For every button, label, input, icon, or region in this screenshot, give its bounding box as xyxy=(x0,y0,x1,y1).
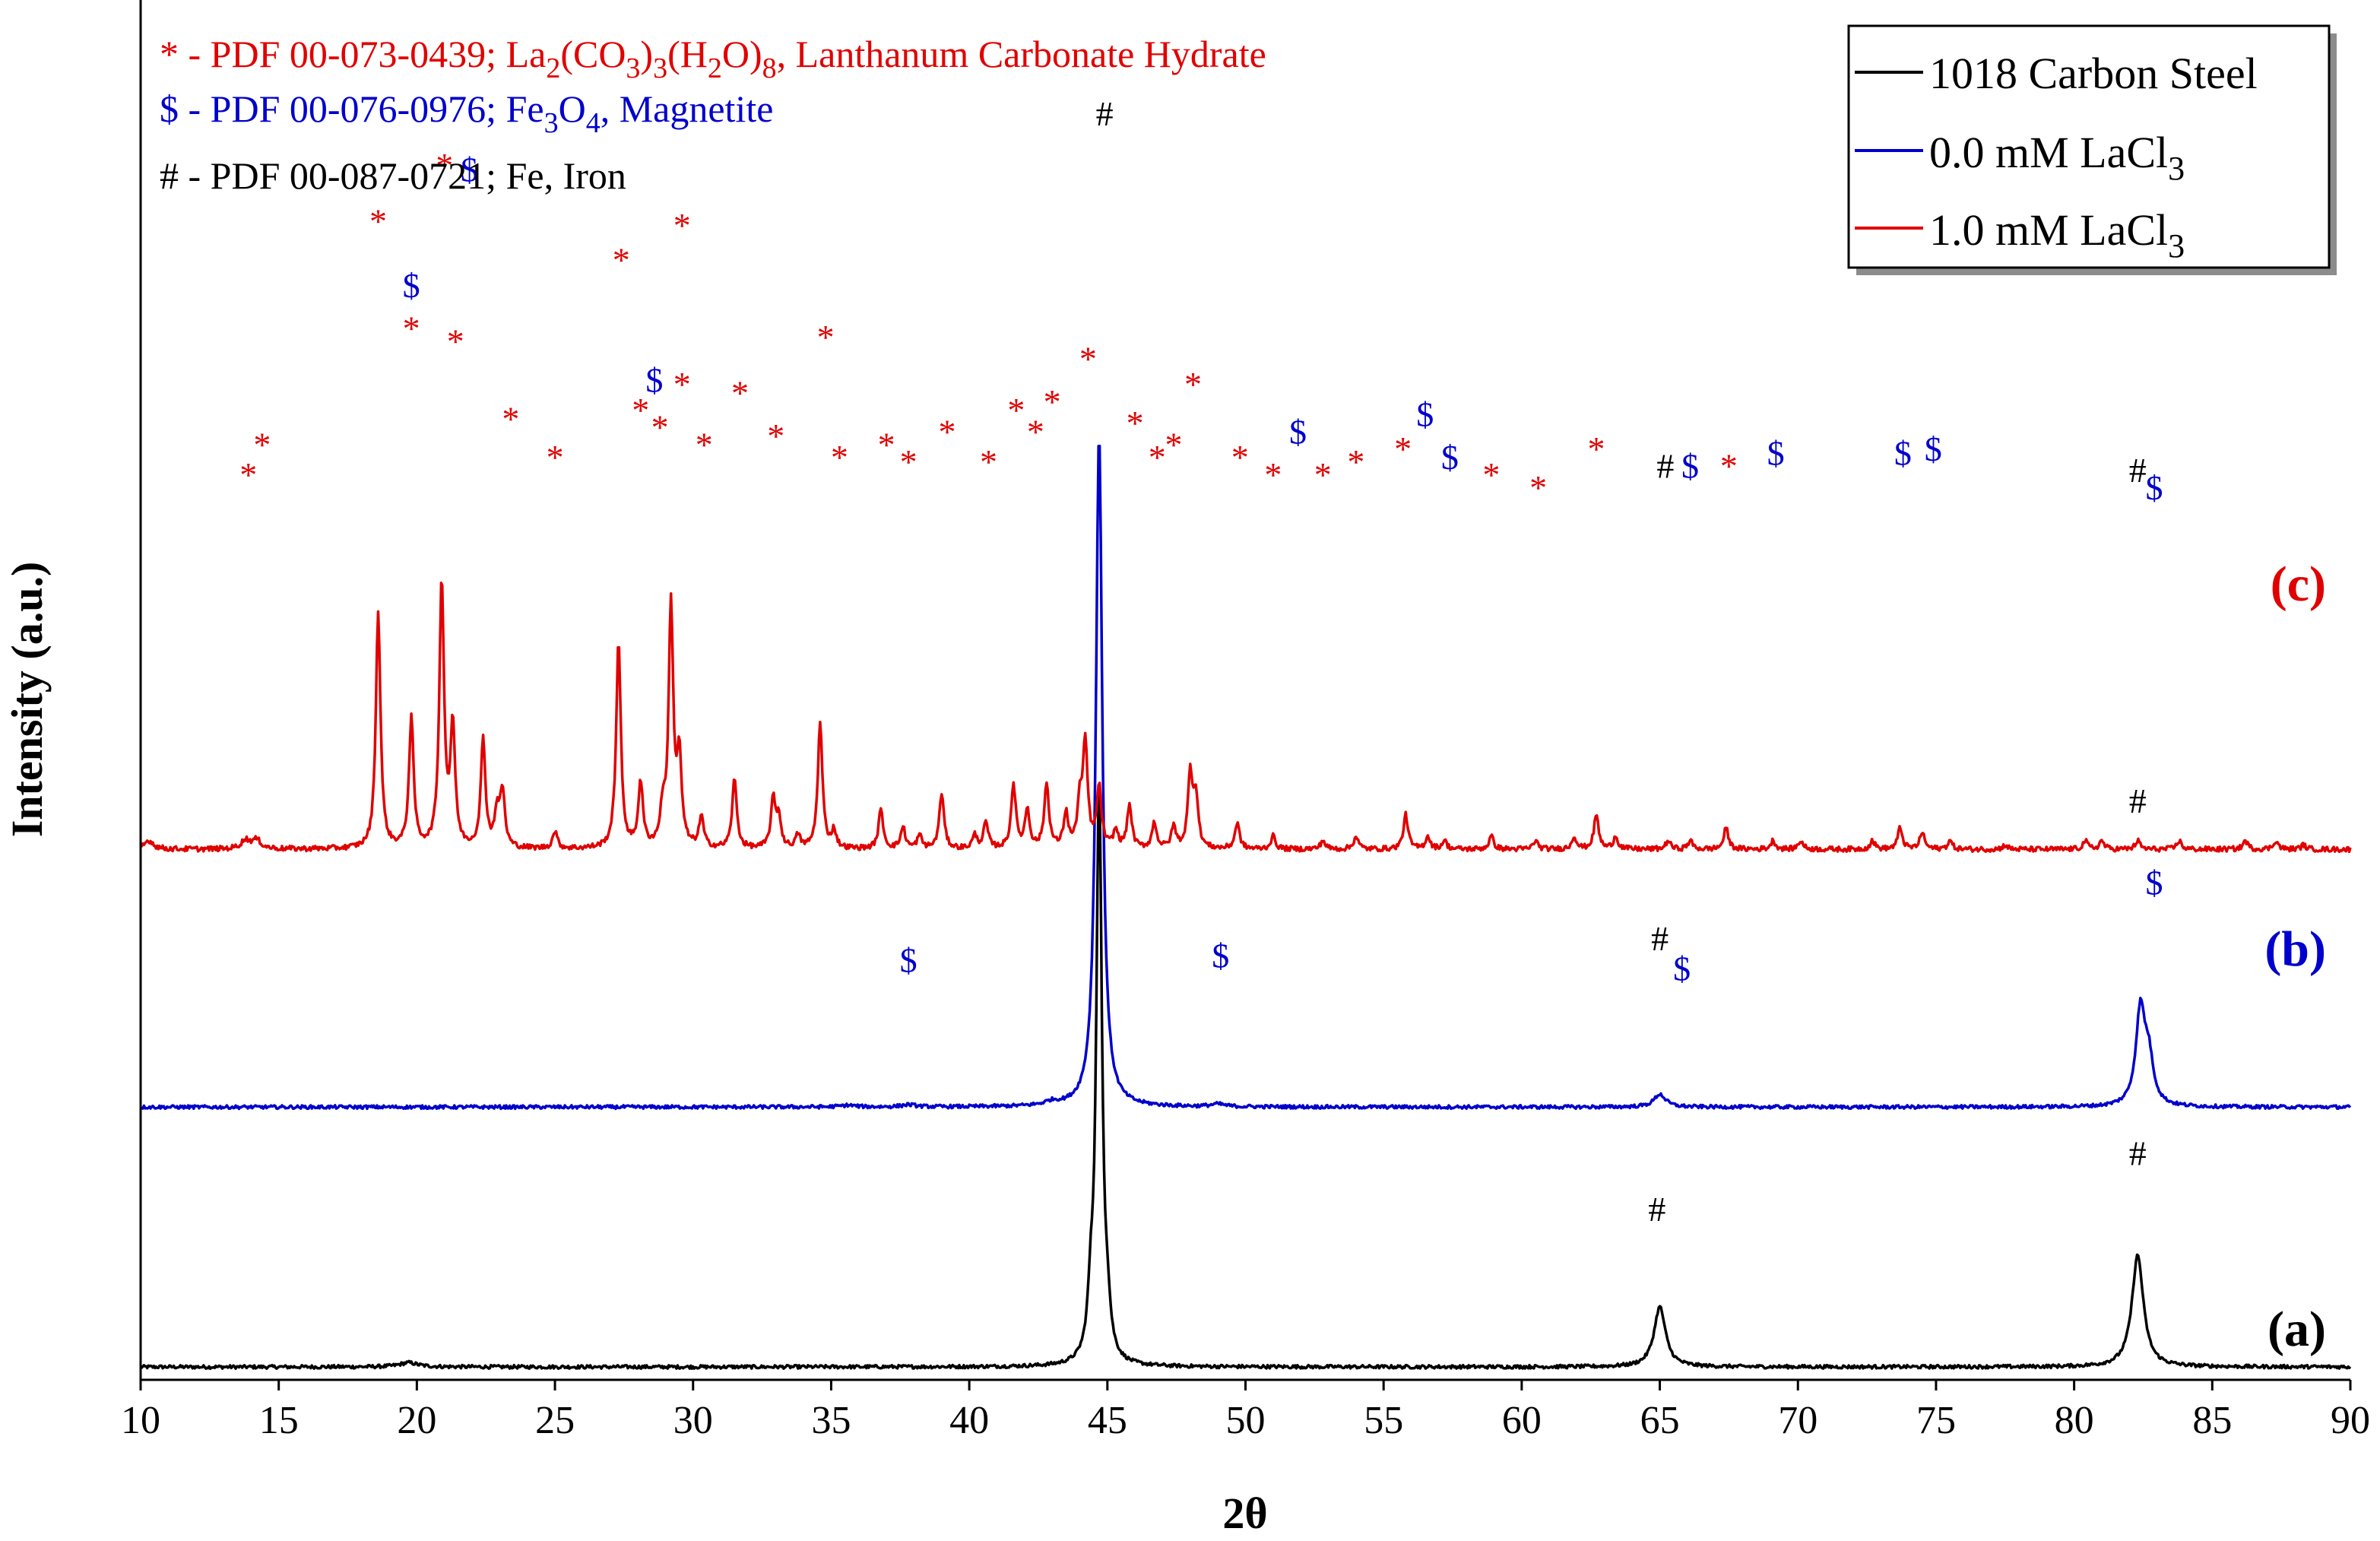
x-tick-label: 75 xyxy=(1916,1399,1956,1442)
peak-marker-magnetite: $ xyxy=(1212,937,1229,975)
peak-marker-lanthanum-carbonate: * xyxy=(1347,442,1364,481)
peak-marker-magnetite: $ xyxy=(1673,950,1691,988)
peak-marker-lanthanum-carbonate: * xyxy=(1529,468,1547,507)
x-tick-label: 30 xyxy=(673,1399,713,1442)
peak-marker-lanthanum-carbonate: * xyxy=(1264,455,1282,494)
peak-marker-iron: # xyxy=(1096,94,1114,133)
series-line-0-0mm-lacl3 xyxy=(140,444,2352,1111)
peak-marker-iron: # xyxy=(2129,1134,2147,1173)
peak-marker-magnetite: $ xyxy=(1767,434,1785,473)
series-line-1-0mm-lacl3 xyxy=(139,582,2352,854)
peak-marker-lanthanum-carbonate: * xyxy=(239,455,257,494)
peak-marker-lanthanum-carbonate: * xyxy=(673,206,691,245)
peak-marker-lanthanum-carbonate: * xyxy=(1127,404,1144,442)
peak-marker-lanthanum-carbonate: * xyxy=(613,240,630,279)
series-layer xyxy=(139,444,2352,1371)
peak-marker-lanthanum-carbonate: * xyxy=(1007,391,1025,430)
x-tick-label: 65 xyxy=(1640,1399,1680,1442)
peak-marker-magnetite: $ xyxy=(1925,430,1942,468)
x-tick-label: 20 xyxy=(397,1399,436,1442)
reference-note-iron: # - PDF 00-087-0721; Fe, Iron xyxy=(160,154,626,197)
y-axis-title: Intensity (a.u.) xyxy=(2,562,52,838)
peak-marker-lanthanum-carbonate: * xyxy=(1482,455,1500,494)
peak-marker-lanthanum-carbonate: * xyxy=(731,373,749,412)
x-tick-label: 10 xyxy=(121,1399,160,1442)
peak-marker-lanthanum-carbonate: * xyxy=(1394,430,1412,468)
peak-marker-magnetite: $ xyxy=(1681,447,1699,486)
x-tick-label: 25 xyxy=(535,1399,575,1442)
peak-marker-magnetite: $ xyxy=(2146,864,2163,902)
peak-marker-iron: # xyxy=(1648,1190,1665,1229)
peak-marker-lanthanum-carbonate: * xyxy=(1079,339,1097,378)
reference-note-magnetite: $ - PDF 00-076-0976; Fe3O4, Magnetite xyxy=(160,87,773,139)
peak-marker-lanthanum-carbonate: * xyxy=(673,365,691,404)
peak-marker-lanthanum-carbonate: * xyxy=(1231,438,1249,477)
peak-marker-lanthanum-carbonate: * xyxy=(502,399,519,438)
peak-marker-iron: # xyxy=(2129,451,2147,490)
peak-marker-lanthanum-carbonate: * xyxy=(651,408,669,447)
peak-marker-lanthanum-carbonate: * xyxy=(1720,447,1738,486)
x-tick-label: 55 xyxy=(1364,1399,1403,1442)
peak-marker-magnetite: $ xyxy=(1289,412,1307,451)
peak-marker-lanthanum-carbonate: * xyxy=(1165,425,1183,464)
peak-marker-lanthanum-carbonate: * xyxy=(817,318,835,357)
peak-marker-lanthanum-carbonate: * xyxy=(878,425,895,464)
reference-note-lanthanum-carbonate: * - PDF 00-073-0439; La2(CO3)3(H2O)8, La… xyxy=(160,33,1266,84)
peak-marker-magnetite: $ xyxy=(461,151,478,189)
peak-marker-lanthanum-carbonate: * xyxy=(980,442,997,481)
peak-marker-lanthanum-carbonate: * xyxy=(632,391,649,430)
pattern-label-a: (a) xyxy=(2267,1302,2326,1357)
legend-box xyxy=(1847,24,2331,269)
peak-marker-lanthanum-carbonate: * xyxy=(831,438,848,477)
reference-notes: * - PDF 00-073-0439; La2(CO3)3(H2O)8, La… xyxy=(160,33,1266,197)
peak-marker-lanthanum-carbonate: * xyxy=(547,438,564,477)
peak-marker-lanthanum-carbonate: * xyxy=(1027,412,1044,451)
peak-marker-iron: # xyxy=(2129,782,2147,820)
series-line-carbon-steel xyxy=(139,788,2352,1371)
x-tick-label: 90 xyxy=(2331,1399,2370,1442)
x-axis-title: 2θ xyxy=(1222,1489,1267,1538)
x-tick-label: 60 xyxy=(1502,1399,1542,1442)
x-tick-label: 40 xyxy=(949,1399,989,1442)
peak-marker-lanthanum-carbonate: * xyxy=(369,201,387,240)
peak-marker-lanthanum-carbonate: * xyxy=(1314,455,1332,494)
peak-marker-iron: # xyxy=(1651,919,1669,958)
peak-marker-magnetite: $ xyxy=(645,361,663,400)
peak-marker-layer: #****$* $*****$******** * ************ *$* * *… xyxy=(239,94,2163,1229)
peak-marker-lanthanum-carbonate: * xyxy=(403,309,420,348)
legend-label-carbon-steel: 1018 Carbon Steel xyxy=(1929,49,2258,98)
peak-marker-lanthanum-carbonate: * xyxy=(1587,430,1605,468)
x-tick-label: 50 xyxy=(1226,1399,1266,1442)
peak-marker-magnetite: $ xyxy=(900,940,917,979)
x-tick-label: 85 xyxy=(2192,1399,2232,1442)
peak-marker-lanthanum-carbonate: * xyxy=(436,146,453,185)
peak-marker-lanthanum-carbonate: * xyxy=(1149,438,1166,477)
x-tick-label: 15 xyxy=(259,1399,299,1442)
peak-marker-magnetite: $ xyxy=(1441,438,1459,477)
pattern-label-c: (c) xyxy=(2271,556,2326,612)
peak-marker-magnetite: $ xyxy=(403,266,420,305)
legend-label-1-0mm: 1.0 mM LaCl3 xyxy=(1929,205,2185,265)
pattern-label-b: (b) xyxy=(2264,921,2326,977)
peak-marker-lanthanum-carbonate: * xyxy=(253,425,271,464)
peak-marker-lanthanum-carbonate: * xyxy=(767,417,784,455)
legend: 1018 Carbon Steel 0.0 mM LaCl3 1.0 mM La… xyxy=(1847,24,2337,275)
peak-marker-magnetite: $ xyxy=(1416,395,1434,434)
x-tick-label: 35 xyxy=(811,1399,851,1442)
peak-marker-magnetite: $ xyxy=(1894,434,1912,473)
peak-marker-lanthanum-carbonate: * xyxy=(1184,365,1202,404)
x-tick-label: 80 xyxy=(2055,1399,2094,1442)
peak-marker-iron: # xyxy=(1656,447,1674,486)
peak-marker-lanthanum-carbonate: * xyxy=(696,425,713,464)
legend-label-0-0mm: 0.0 mM LaCl3 xyxy=(1929,128,2185,187)
peak-marker-magnetite: $ xyxy=(2146,468,2163,507)
peak-marker-lanthanum-carbonate: * xyxy=(1044,382,1061,421)
peak-marker-lanthanum-carbonate: * xyxy=(939,412,956,451)
peak-marker-lanthanum-carbonate: * xyxy=(900,442,917,481)
x-tick-layer: 10 15 20 25 30 35 40 45 50 55 60 65 70 75 80 85 90 xyxy=(121,1380,2370,1442)
x-tick-label: 45 xyxy=(1088,1399,1127,1442)
x-tick-label: 70 xyxy=(1778,1399,1817,1442)
peak-marker-lanthanum-carbonate: * xyxy=(447,322,464,361)
